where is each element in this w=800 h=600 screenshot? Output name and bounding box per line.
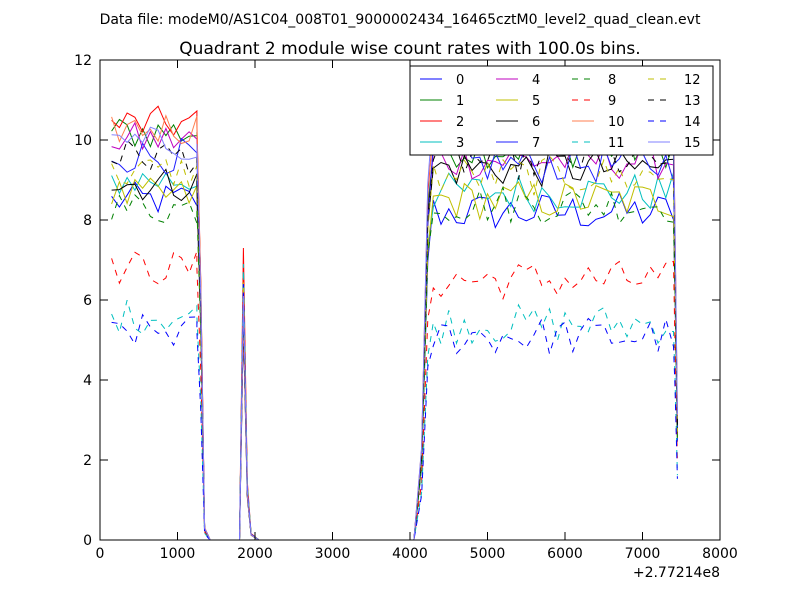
legend-label-10: 10 (608, 115, 625, 130)
y-tick-label: 2 (83, 453, 92, 469)
y-tick-label: 0 (83, 533, 92, 549)
x-tick-label: 7000 (625, 546, 661, 562)
x-tick-label: 8000 (702, 546, 738, 562)
x-tick-label: 0 (96, 546, 105, 562)
legend-label-2: 2 (456, 115, 464, 130)
x-tick-label: 5000 (470, 546, 506, 562)
legend-box (409, 65, 714, 156)
series-line-11 (111, 263, 678, 540)
legend-label-9: 9 (608, 94, 616, 109)
legend-label-11: 11 (608, 136, 625, 151)
legend-label-14: 14 (684, 115, 701, 130)
y-tick-label: 12 (74, 53, 92, 69)
legend-label-4: 4 (532, 73, 540, 88)
series-line-12 (111, 155, 678, 540)
y-tick-label: 10 (74, 133, 92, 149)
x-tick-label: 2000 (237, 546, 273, 562)
x-offset-label: +2.77214e8 (633, 565, 720, 581)
series-line-7 (111, 137, 678, 540)
legend-label-6: 6 (532, 115, 540, 130)
series-line-3 (111, 172, 678, 540)
legend-label-5: 5 (532, 94, 540, 109)
legend-label-1: 1 (456, 94, 464, 109)
x-tick-label: 1000 (160, 546, 196, 562)
series-line-8 (111, 185, 678, 540)
legend-label-3: 3 (456, 136, 464, 151)
y-tick-label: 6 (83, 293, 92, 309)
legend-label-8: 8 (608, 73, 616, 88)
series-line-13 (111, 139, 678, 540)
legend-label-7: 7 (532, 136, 540, 151)
series-line-14 (111, 283, 678, 540)
chart-title: Quadrant 2 module wise count rates with … (179, 39, 640, 59)
series-layer (111, 100, 678, 540)
series-line-0 (111, 181, 678, 540)
legend-label-15: 15 (684, 136, 701, 151)
x-tick-label: 6000 (547, 546, 583, 562)
series-line-6 (111, 147, 678, 540)
x-tick-label: 3000 (315, 546, 351, 562)
legend-label-0: 0 (456, 73, 464, 88)
series-line-9 (111, 251, 678, 540)
x-tick-label: 4000 (392, 546, 428, 562)
axes-layer: 0 1000 2000 3000 4000 5000 6000 7000 80000246810… (74, 53, 738, 562)
y-tick-label: 4 (83, 373, 92, 389)
series-line-5 (111, 177, 678, 540)
legend-label-12: 12 (684, 73, 701, 88)
chart-suptitle: Data file: modeM0/AS1C04_008T01_90000024… (100, 12, 701, 28)
legend-label-13: 13 (684, 94, 701, 109)
y-tick-label: 8 (83, 213, 92, 229)
